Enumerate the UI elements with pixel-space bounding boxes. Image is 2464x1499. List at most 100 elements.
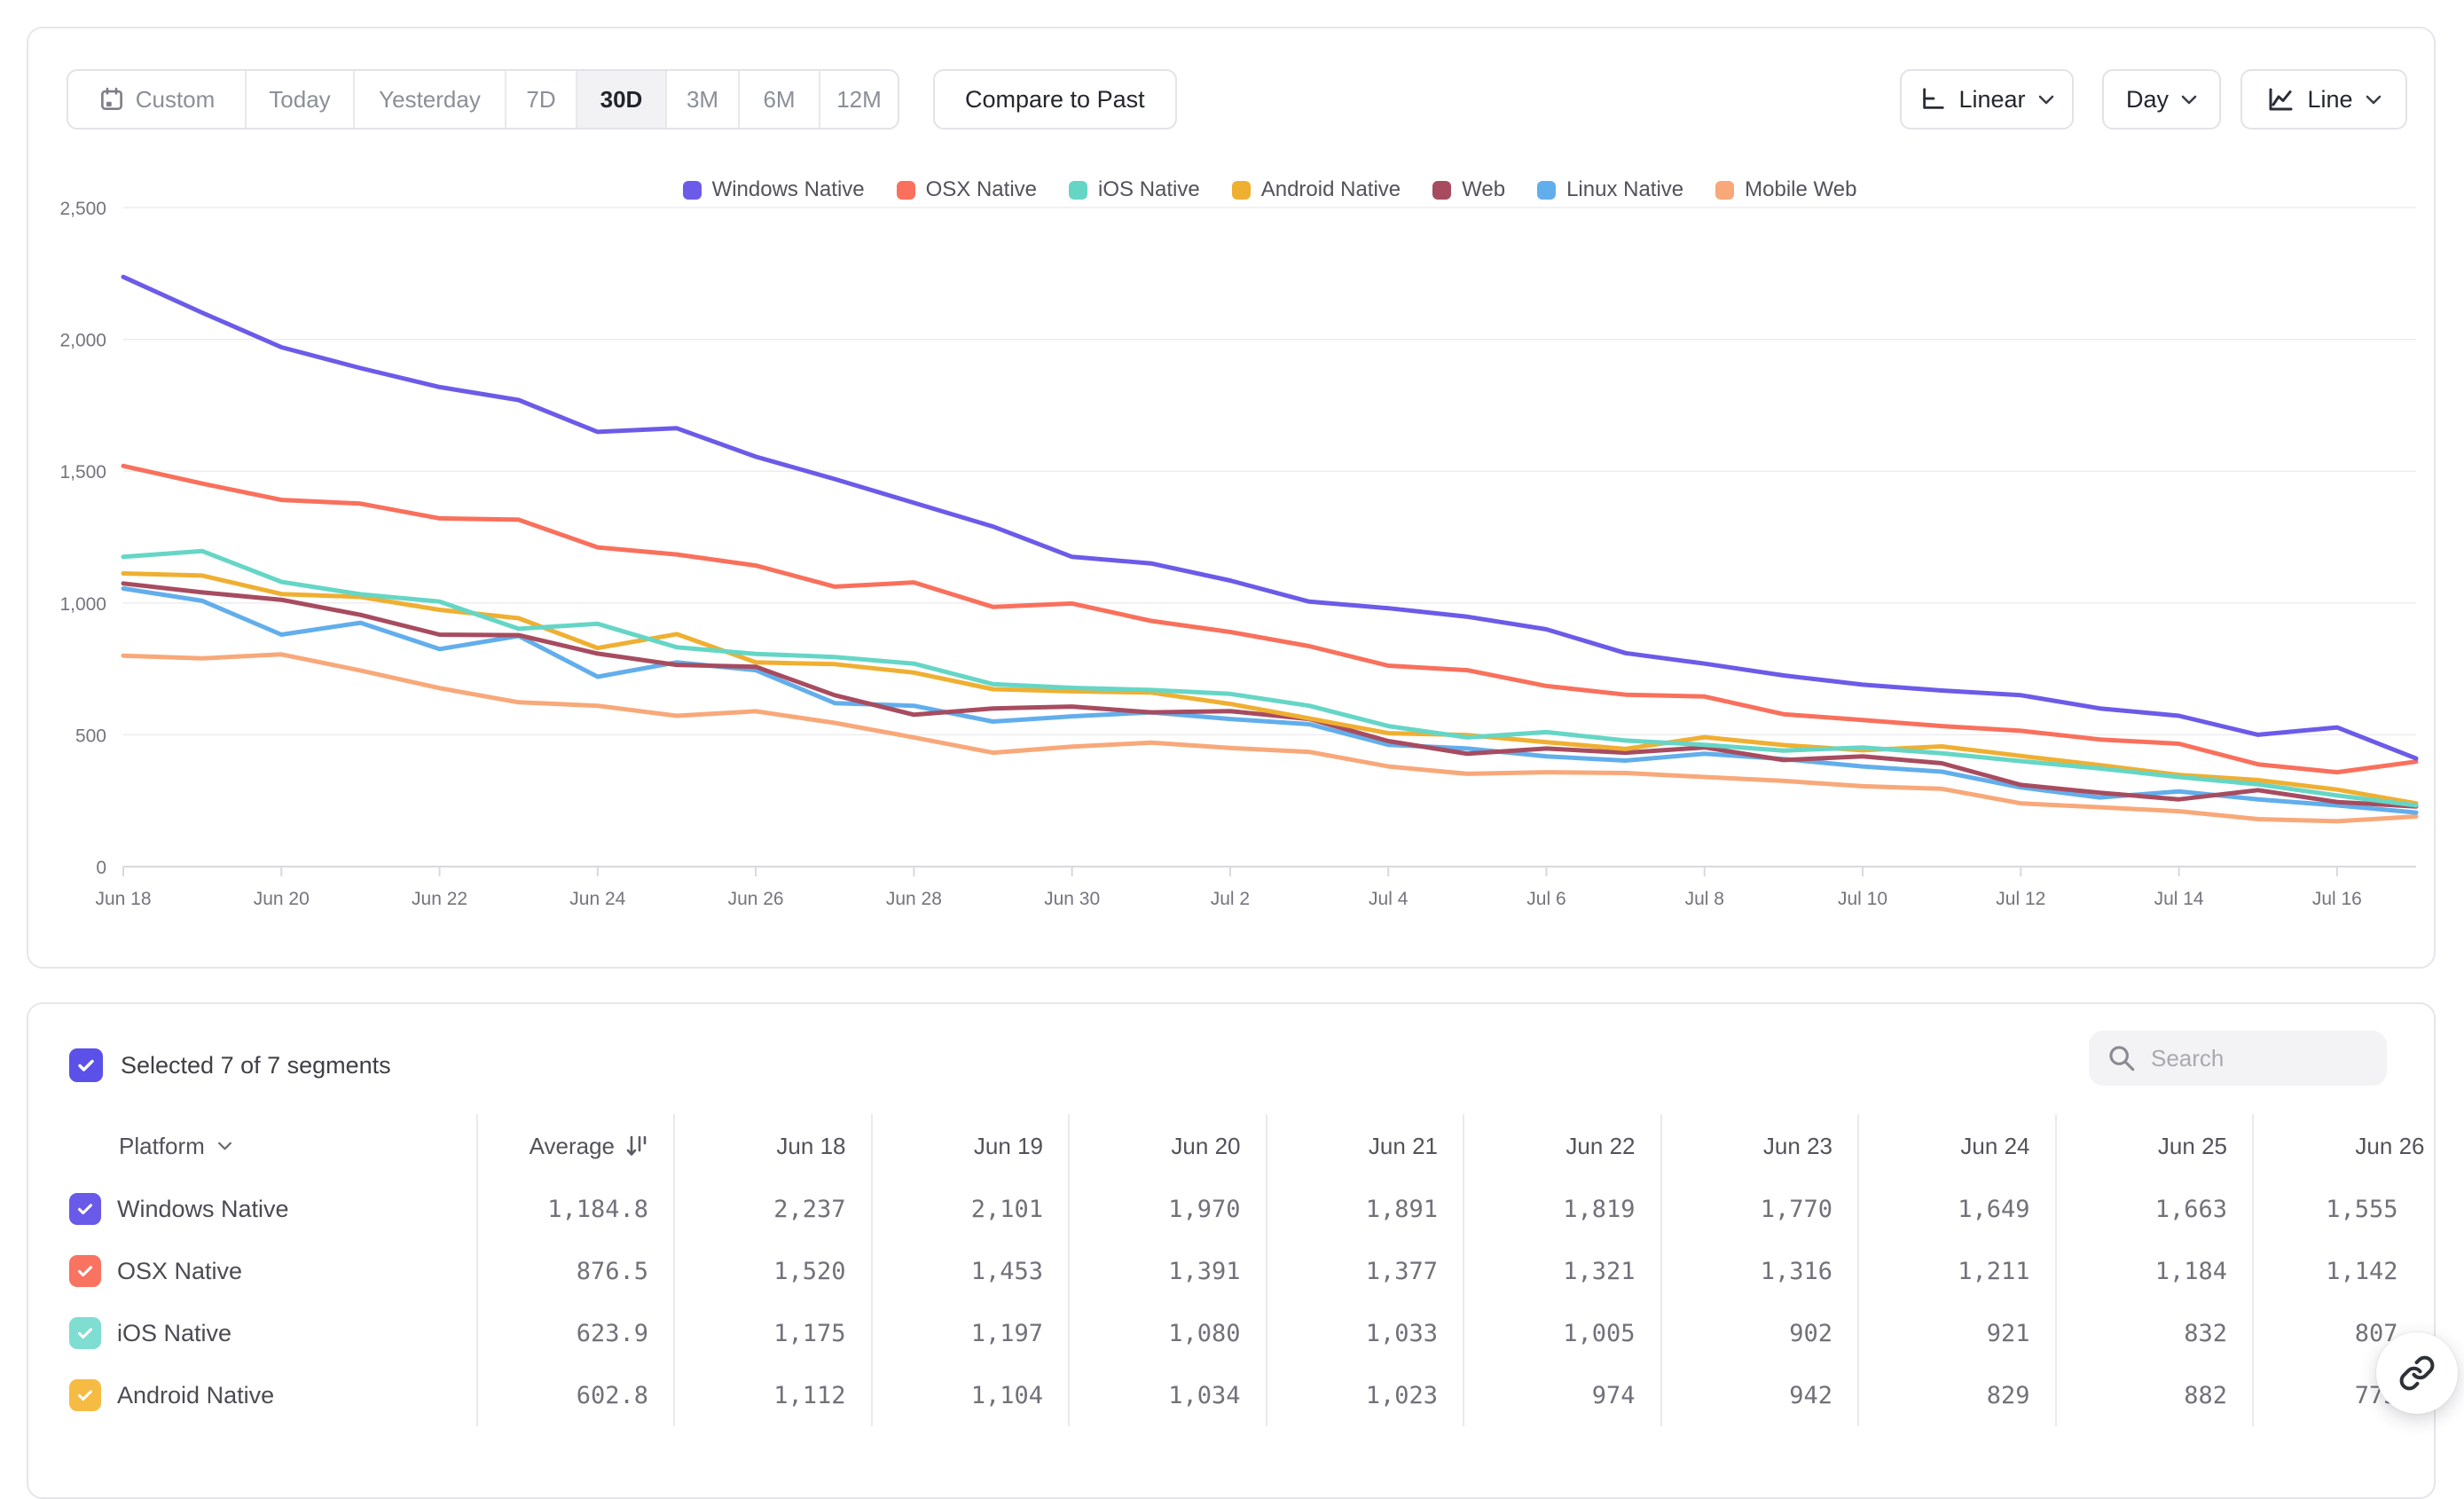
date-range-segmented-control: Custom Today Yesterday 7D 30D 3M 6M 12M (67, 69, 899, 129)
series-line-linux-native (121, 586, 2419, 815)
value-cell: 1,104 (870, 1364, 1069, 1426)
average-column-header[interactable]: Average (476, 1114, 673, 1178)
segment-label: iOS Native (117, 1319, 232, 1346)
value-cell: 902 (1660, 1302, 1858, 1364)
search-icon (2109, 1046, 2135, 1071)
table-row-platform: Android Native (28, 1364, 476, 1426)
legend-item-osx-native[interactable]: OSX Native (896, 177, 1038, 202)
y-axis-tick-label: 2,000 (59, 331, 106, 351)
legend-swatch (896, 180, 915, 200)
legend-item-windows-native[interactable]: Windows Native (682, 177, 865, 202)
y-axis-tick-label: 500 (75, 726, 106, 746)
legend-label: Windows Native (711, 177, 865, 201)
range-custom-label: Custom (135, 85, 216, 113)
axes-icon (1923, 88, 1945, 109)
value-cell: 1,112 (673, 1364, 871, 1426)
value-cell: 1,034 (1068, 1364, 1266, 1426)
legend-label: OSX Native (925, 177, 1038, 201)
legend-item-mobile-web[interactable]: Mobile Web (1715, 177, 1856, 202)
date-column-header[interactable]: Jun 25 (2054, 1114, 2253, 1178)
range-30d[interactable]: 30D (577, 71, 667, 128)
check-icon (78, 1266, 92, 1277)
segments-table-card: Selected 7 of 7 segments Search Platform… (27, 1002, 2436, 1499)
segment-checkbox[interactable] (69, 1379, 101, 1411)
date-column-header[interactable]: Jun 19 (870, 1114, 1069, 1178)
chart-legend: Windows Native OSX Native iOS Native Androi… (123, 177, 2416, 202)
check-icon (78, 1328, 92, 1339)
legend-label: Android Native (1260, 177, 1401, 201)
segment-checkbox[interactable] (69, 1317, 101, 1349)
chart-card: Custom Today Yesterday 7D 30D 3M 6M 12M … (27, 27, 2436, 969)
segment-checkbox[interactable] (69, 1255, 101, 1287)
table-row-platform: OSX Native (28, 1240, 476, 1302)
range-custom[interactable]: Custom (68, 71, 247, 128)
legend-label: Web (1462, 177, 1506, 201)
x-axis-tick-label: Jul 16 (2312, 889, 2362, 909)
platform-column-header[interactable]: Platform (28, 1114, 476, 1178)
legend-swatch (1715, 180, 1735, 200)
range-6m[interactable]: 6M (740, 71, 820, 128)
segment-label: Windows Native (117, 1195, 289, 1222)
select-all-checkbox[interactable] (69, 1048, 103, 1082)
scale-dropdown[interactable]: Linear (1900, 69, 2074, 129)
segments-table: Platform Average Jun 18 Jun 19 Jun 20 Jun 2… (28, 1114, 2434, 1426)
segment-label: OSX Native (117, 1257, 243, 1284)
chart-type-dropdown[interactable]: Line (2240, 69, 2407, 129)
range-7d[interactable]: 7D (506, 71, 577, 128)
average-value-cell: 623.9 (476, 1302, 673, 1364)
legend-swatch (1069, 180, 1088, 200)
chevron-down-icon (2038, 95, 2053, 104)
x-axis-tick-label: Jun 26 (728, 889, 784, 909)
date-column-header[interactable]: Jun 21 (1265, 1114, 1463, 1178)
interval-dropdown[interactable]: Day (2102, 69, 2221, 129)
x-axis-tick-label: Jun 18 (95, 889, 151, 909)
legend-swatch (1537, 180, 1557, 200)
selected-summary: Selected 7 of 7 segments (69, 1048, 391, 1082)
date-column-header[interactable]: Jun 20 (1068, 1114, 1266, 1178)
x-axis-tick-label: Jul 2 (1211, 889, 1250, 909)
compare-to-past-button[interactable]: Compare to Past (933, 69, 1177, 129)
line-chart-icon (2269, 88, 2293, 111)
chevron-down-icon (217, 1142, 231, 1150)
selected-summary-label: Selected 7 of 7 segments (121, 1051, 391, 1079)
range-3m[interactable]: 3M (667, 71, 740, 128)
date-column-header[interactable]: Jun 18 (673, 1114, 871, 1178)
series-line-windows-native (121, 274, 2419, 761)
date-column-header[interactable]: Jun 23 (1660, 1114, 1858, 1178)
value-cell: 1,520 (673, 1240, 871, 1302)
legend-item-linux-native[interactable]: Linux Native (1537, 177, 1683, 202)
value-cell: 1,175 (673, 1302, 871, 1364)
x-axis-tick-label: Jul 12 (1996, 889, 2045, 909)
value-cell: 921 (1857, 1302, 2055, 1364)
x-axis-tick-label: Jun 24 (569, 889, 625, 909)
series-line-android-native (121, 571, 2419, 806)
line-chart: 0 500 1,000 1,500 2,000 2,500 Jun 18 Jun 20 Jun … (59, 199, 2419, 909)
legend-swatch (682, 180, 702, 200)
date-column-header[interactable]: Jun 24 (1857, 1114, 2055, 1178)
x-axis-tick-label: Jul 10 (1838, 889, 1887, 909)
y-axis-tick-label: 1,000 (59, 594, 106, 615)
check-icon (78, 1204, 92, 1215)
legend-label: Mobile Web (1745, 177, 1857, 201)
value-cell: 1,663 (2054, 1178, 2253, 1240)
legend-swatch (1231, 180, 1251, 200)
legend-item-ios-native[interactable]: iOS Native (1069, 177, 1200, 202)
value-cell: 832 (2054, 1302, 2253, 1364)
chevron-down-icon (2181, 95, 2197, 104)
range-yesterday[interactable]: Yesterday (355, 71, 506, 128)
date-column-header[interactable]: Jun 22 (1463, 1114, 1660, 1178)
search-input[interactable]: Search (2089, 1031, 2387, 1086)
range-12m[interactable]: 12M (836, 85, 882, 113)
y-axis-tick-label: 2,500 (59, 199, 106, 219)
y-axis-tick-label: 1,500 (59, 462, 106, 483)
value-cell: 829 (1857, 1364, 2055, 1426)
legend-item-android-native[interactable]: Android Native (1231, 177, 1401, 202)
value-cell: 1,080 (1068, 1302, 1266, 1364)
segment-checkbox[interactable] (69, 1193, 101, 1225)
date-column-header[interactable]: Jun 26 (2252, 1114, 2434, 1178)
get-link-button[interactable] (2376, 1332, 2458, 1414)
value-cell: 2,237 (673, 1178, 871, 1240)
legend-item-web[interactable]: Web (1432, 177, 1505, 202)
range-today[interactable]: Today (247, 71, 355, 128)
value-cell: 1,770 (1660, 1178, 1858, 1240)
